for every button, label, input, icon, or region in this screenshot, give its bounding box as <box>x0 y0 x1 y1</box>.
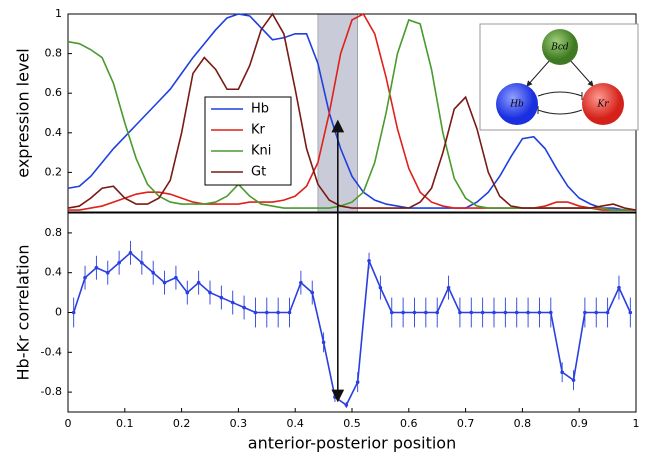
data-point <box>583 310 587 315</box>
data-point <box>265 310 269 315</box>
data-point <box>378 285 383 290</box>
y-tick-label: -0.8 <box>41 385 62 398</box>
data-point <box>492 310 496 315</box>
x-tick-label: 0.5 <box>343 417 361 430</box>
x-tick-label: 0.6 <box>400 417 418 430</box>
data-point <box>185 290 190 295</box>
node-label: Kr <box>596 100 609 110</box>
data-point <box>83 275 87 280</box>
data-point <box>594 310 599 315</box>
data-point <box>105 270 110 275</box>
data-point <box>560 370 564 375</box>
x-tick-label: 0.4 <box>286 417 304 430</box>
data-point <box>253 310 258 315</box>
series-line <box>67 13 636 211</box>
data-point <box>344 403 349 407</box>
data-point <box>94 265 99 270</box>
data-point <box>480 310 485 315</box>
node <box>582 83 624 125</box>
node <box>542 29 578 65</box>
data-point <box>219 295 224 300</box>
y-tick-label: -0.4 <box>41 345 62 358</box>
y-axis-title: expression level <box>14 48 33 177</box>
plots: 0.2 0.4 0.6 0.8 1 expression level Hb Kr Kni Gt -0… <box>14 7 640 453</box>
data-point <box>514 310 519 315</box>
x-axis-title: anterior-posterior position <box>248 434 456 453</box>
y-tick-label: 0.4 <box>45 126 63 139</box>
data-point <box>71 310 76 315</box>
x-tick-label: 0.2 <box>173 417 191 430</box>
data-point <box>571 378 576 382</box>
data-point <box>424 310 428 315</box>
x-tick-label: 0.3 <box>230 417 248 430</box>
data-point <box>140 260 144 265</box>
data-point <box>526 310 530 315</box>
y-tick-label: 0.2 <box>45 165 63 178</box>
series-line <box>72 251 632 407</box>
data-point <box>287 310 292 315</box>
data-point <box>310 290 315 295</box>
edge <box>537 109 583 115</box>
series-line <box>67 12 637 211</box>
data-point <box>446 285 451 290</box>
data-point <box>333 395 337 399</box>
x-tick-label: 1 <box>633 417 640 430</box>
data-point <box>208 290 212 295</box>
node <box>496 83 538 125</box>
data-point <box>196 280 201 285</box>
data-point <box>617 285 621 290</box>
x-tick-label: 0.1 <box>116 417 134 430</box>
data-point <box>401 310 405 315</box>
data-point <box>151 270 155 275</box>
x-tick-label: 0.7 <box>457 417 475 430</box>
data-point <box>174 275 178 280</box>
data-point <box>503 310 508 315</box>
node-label: Bcd <box>550 43 569 53</box>
legend-label: Hb <box>251 102 269 117</box>
y-axis-title: Hb-Kr correlation <box>14 245 33 381</box>
data-point <box>162 280 167 285</box>
node-label: Hb <box>509 100 524 110</box>
edge <box>569 59 594 87</box>
legend-label: Kni <box>251 144 271 159</box>
data-point <box>605 310 610 315</box>
x-tick-label: 0.9 <box>570 417 588 430</box>
data-point <box>242 305 246 310</box>
data-point <box>389 310 394 315</box>
x-tick-label: 0 <box>65 417 72 430</box>
data-point <box>537 310 542 315</box>
data-point <box>458 310 462 315</box>
data-point <box>299 280 303 285</box>
data-point <box>628 310 633 315</box>
data-point <box>367 258 371 263</box>
data-point <box>117 260 121 265</box>
data-point <box>435 310 440 315</box>
y-tick-label: 1 <box>55 7 62 20</box>
edge <box>526 59 551 87</box>
inset-diagram: Bcd Hb Kr <box>479 23 639 131</box>
y-tick-label: 0.8 <box>45 226 63 239</box>
data-point <box>230 300 235 305</box>
edge <box>537 91 583 97</box>
data-point <box>276 310 280 315</box>
legend-label: Kr <box>251 123 266 138</box>
data-point <box>469 310 474 315</box>
y-tick-label: 0.6 <box>45 86 63 99</box>
legend-frame <box>204 96 292 186</box>
data-point <box>549 310 553 315</box>
data-point <box>321 340 326 345</box>
y-tick-label: 0.4 <box>45 266 63 279</box>
data-point <box>355 380 360 384</box>
x-tick-label: 0.8 <box>514 417 532 430</box>
y-tick-label: 0.8 <box>45 47 63 60</box>
legend-label: Gt <box>251 165 266 180</box>
data-point <box>128 251 133 255</box>
data-point <box>412 310 417 315</box>
y-tick-label: 0 <box>55 306 62 319</box>
